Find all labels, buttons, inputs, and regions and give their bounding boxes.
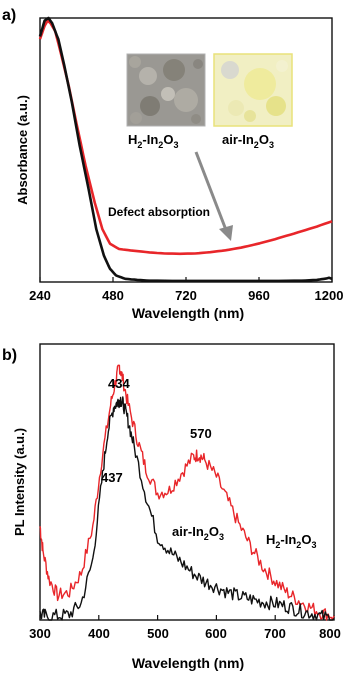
sample-photo-h2 bbox=[127, 54, 205, 126]
panel-b-series bbox=[40, 365, 334, 620]
panel-a-x-axis-label: Wavelength (nm) bbox=[132, 305, 244, 321]
photo-label-h2-in2o3: H2-In2O3 bbox=[128, 132, 178, 150]
photo-label-air-in2o3: air-In2O3 bbox=[222, 132, 274, 150]
panel-b-label: b) bbox=[2, 347, 17, 364]
panel-b-tick-label: 700 bbox=[264, 626, 286, 641]
panel-a-tick-label: 960 bbox=[248, 288, 270, 303]
series-line-h2-in2o3 bbox=[40, 365, 334, 620]
panel-b-tick-label: 500 bbox=[147, 626, 169, 641]
panel-a-y-axis-label: Absorbance (a.u.) bbox=[15, 95, 30, 205]
panel-b-plot-frame bbox=[40, 344, 334, 620]
panel-a-tick-label: 720 bbox=[175, 288, 197, 303]
peak-label-437: 437 bbox=[101, 470, 123, 485]
peak-label-570: 570 bbox=[190, 426, 212, 441]
panel-b-y-axis-label: PL Intensity (a.u.) bbox=[12, 428, 27, 536]
series-label-air-in2o3: air-In2O3 bbox=[172, 524, 224, 542]
panel-a-tick-label: 480 bbox=[102, 288, 124, 303]
panel-b-xticks bbox=[40, 615, 334, 620]
panel-b: b) 300 400 500 600 700 800 Wavelength (n… bbox=[2, 344, 341, 671]
sample-photo-air bbox=[214, 54, 292, 126]
panel-b-tick-label: 300 bbox=[29, 626, 51, 641]
panel-b-tick-label: 600 bbox=[205, 626, 227, 641]
annotation-arrow bbox=[196, 152, 233, 241]
defect-absorption-label: Defect absorption bbox=[108, 205, 210, 219]
panel-a-label: a) bbox=[2, 7, 16, 24]
peak-label-434: 434 bbox=[108, 376, 130, 391]
panel-a-tick-label: 240 bbox=[29, 288, 51, 303]
panel-b-tick-label: 400 bbox=[88, 626, 110, 641]
series-line-air-in2o3 bbox=[40, 397, 334, 620]
panel-a: a) 240 480 720 960 1200 Wavelength (nm) … bbox=[2, 7, 343, 321]
panel-b-x-axis-label: Wavelength (nm) bbox=[132, 655, 244, 671]
panel-a-tick-label: 1200 bbox=[315, 288, 344, 303]
series-label-h2-in2o3: H2-In2O3 bbox=[266, 532, 316, 550]
panel-b-tick-label: 800 bbox=[319, 626, 341, 641]
